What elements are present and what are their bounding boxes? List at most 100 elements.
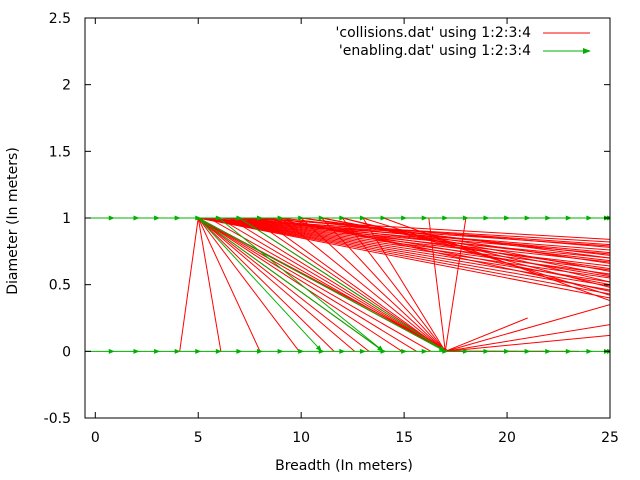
series-marker: [257, 215, 263, 221]
series-segment: [321, 217, 446, 352]
series-marker: [545, 348, 552, 354]
series-marker: [318, 215, 325, 221]
series-segment: [249, 217, 446, 352]
series-segment: [197, 217, 323, 352]
series-segment: [445, 304, 610, 352]
series-segment: [218, 217, 384, 352]
series-marker: [277, 215, 284, 221]
legend-swatch-enabling-arrowhead: [583, 48, 591, 54]
series-marker: [483, 215, 490, 221]
series-marker: [339, 215, 346, 221]
x-tick-label: 10: [292, 430, 310, 446]
series-marker: [174, 348, 181, 354]
series-segment: [197, 217, 446, 352]
series-marker: [565, 348, 572, 354]
series-segment: [197, 217, 261, 352]
series-marker: [380, 348, 387, 354]
series-segment: [445, 334, 610, 352]
series-marker: [462, 348, 469, 354]
series-segment: [197, 217, 335, 352]
series-segment: [300, 217, 446, 352]
series-segment: [301, 217, 610, 264]
series-segment: [198, 217, 610, 259]
series-marker: [154, 215, 161, 221]
series-marker: [257, 348, 263, 354]
series-marker: [108, 215, 115, 221]
series-segment: [198, 217, 610, 279]
series-segment: [197, 217, 432, 352]
series-marker: [108, 348, 115, 354]
series-marker: [442, 348, 449, 354]
series-marker: [215, 215, 222, 221]
series-segment: [179, 217, 199, 352]
y-tick-label: 2: [62, 78, 71, 94]
series-segment: [444, 217, 467, 352]
x-tick-label: 15: [395, 430, 413, 446]
series-segment: [321, 217, 610, 276]
series-marker: [133, 215, 140, 221]
series-segment: [341, 217, 446, 352]
series-segment: [362, 217, 610, 296]
series-marker: [359, 215, 366, 221]
series-segment: [445, 317, 528, 352]
legend-entry-collisions: 'collisions.dat' using 1:2:3:4: [336, 25, 532, 41]
y-tick-label: 0: [62, 344, 71, 360]
x-tick-label: 25: [601, 430, 619, 446]
series-segment: [197, 217, 384, 352]
series-marker: [401, 348, 408, 354]
series-marker: [401, 215, 408, 221]
series-marker: [195, 348, 202, 354]
series-marker: [359, 348, 366, 354]
series-marker: [421, 215, 428, 221]
series-segment: [362, 217, 446, 352]
series-segment: [197, 217, 417, 352]
y-tick-label: 2.5: [49, 11, 71, 27]
series-marker: [339, 348, 346, 354]
series-marker: [277, 348, 284, 354]
legend-entry-enabling: 'enabling.dat' using 1:2:3:4: [339, 43, 531, 59]
series-segment: [197, 217, 356, 352]
series-marker: [462, 215, 469, 221]
series-segment: [228, 217, 446, 352]
series-marker: [565, 215, 572, 221]
y-tick-label: 0.5: [49, 278, 71, 294]
y-axis-label: Diameter (In meters): [5, 147, 21, 295]
series-marker: [298, 215, 305, 221]
axes: 0 5 10 15 20 25 -0.5 0 0.5 1 1.5 2 2.5: [44, 11, 619, 446]
series-marker: [215, 348, 222, 354]
plot-frame: [84, 17, 611, 419]
series-segment: [280, 217, 446, 352]
series-marker: [195, 215, 202, 221]
series-segment: [198, 217, 610, 299]
series-segment: [342, 217, 610, 288]
series-marker: [586, 215, 593, 221]
series-segment: [239, 217, 446, 352]
series-segment: [197, 217, 403, 352]
series-marker: [236, 215, 243, 221]
series-segment: [445, 324, 610, 352]
series-marker: [504, 215, 511, 221]
series-segment: [197, 217, 370, 352]
series-segment: [197, 217, 300, 352]
x-tick-label: 0: [91, 430, 100, 446]
series-marker: [483, 348, 490, 354]
series-marker: [380, 215, 387, 221]
y-tick-label: 1.5: [49, 144, 71, 160]
series-segment: [259, 217, 446, 352]
series-segment: [383, 217, 610, 302]
series-marker: [174, 215, 181, 221]
series-segment: [280, 217, 610, 292]
series-segment: [280, 217, 610, 256]
series-marker: [504, 348, 511, 354]
series-marker: [524, 348, 531, 354]
series-segment: [208, 217, 446, 352]
series-marker: [545, 215, 552, 221]
y-tick-label: 1: [62, 211, 71, 227]
series-marker: [442, 215, 449, 221]
plot-area: [85, 215, 610, 354]
x-tick-label: 20: [498, 430, 516, 446]
y-tick-label: -0.5: [44, 411, 71, 427]
series-marker: [421, 348, 428, 354]
series-segment: [270, 217, 610, 286]
